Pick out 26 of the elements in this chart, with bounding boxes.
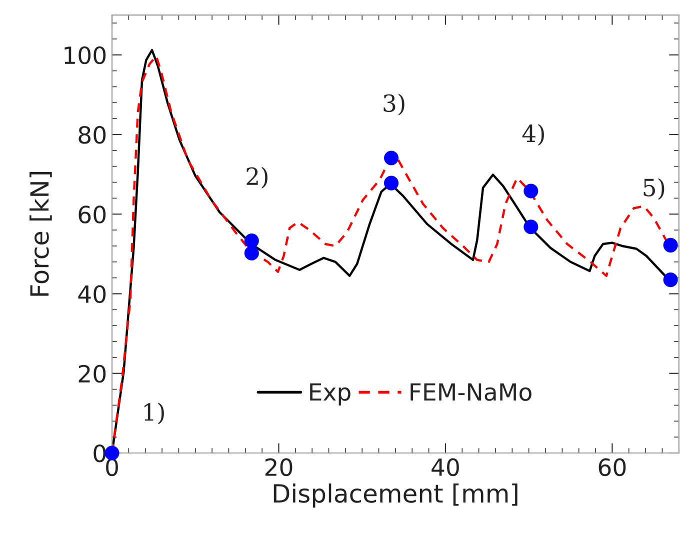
y-tick-label: 20 [78,364,106,383]
y-tick-label: 80 [78,126,106,144]
y-tick-label: 100 [64,46,106,64]
x-tick-label: 20 [265,458,292,476]
x-tick-label: 40 [432,458,459,476]
annotation: 5) [644,178,664,200]
y-tick-label: 40 [78,285,106,304]
annotation: 1) [144,402,164,424]
point [663,238,678,252]
legend-label: FEM-NaMo [410,383,532,401]
point [384,150,399,166]
x-axis-title: Displacement [mm] [274,483,518,508]
point [524,220,538,234]
y-tick-label: 60 [78,206,106,224]
point [663,272,678,288]
legend-label: Exp [310,383,350,406]
y-tick-label: 0 [94,444,106,462]
point [524,184,538,198]
point [244,234,259,248]
annotation: 4) [522,124,544,146]
annotation: 3) [384,94,404,116]
annotation: 2) [246,166,268,188]
point [244,246,259,260]
x-tick-label: 60 [598,458,626,476]
y-axis-title: Force [kN] [30,172,52,296]
point [384,176,399,190]
